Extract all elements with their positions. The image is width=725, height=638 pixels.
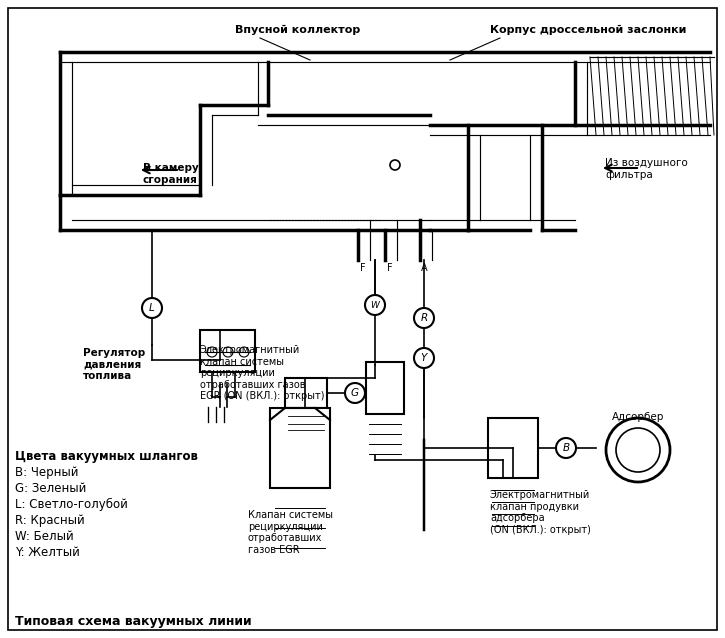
Bar <box>366 362 404 414</box>
Circle shape <box>414 348 434 368</box>
Text: L: L <box>149 303 155 313</box>
Text: Клапан системы
рециркуляции
отработавших
газов EGR: Клапан системы рециркуляции отработавших… <box>248 510 333 555</box>
Text: F: F <box>360 263 366 273</box>
Circle shape <box>239 347 249 357</box>
Text: Электромагнитный
клапан продувки
адсорбера
(ON (ВКЛ.): открыт): Электромагнитный клапан продувки адсорбе… <box>490 490 591 535</box>
Text: Впусной коллектор: Впусной коллектор <box>235 25 360 35</box>
Text: Типовая схема вакуумных линии: Типовая схема вакуумных линии <box>15 615 252 628</box>
Text: Цвета вакуумных шлангов: Цвета вакуумных шлангов <box>15 450 198 463</box>
Text: Y: Y <box>420 353 427 363</box>
Text: G: G <box>351 388 359 398</box>
Text: Y: Желтый: Y: Желтый <box>15 546 80 559</box>
Bar <box>200 330 255 372</box>
Text: W: Белый: W: Белый <box>15 530 74 543</box>
Text: W: W <box>370 300 379 309</box>
Text: B: B <box>563 443 570 453</box>
Text: R: R <box>420 313 428 323</box>
Text: Электромагнитный
клапан системы
рециркуляции
отработавших газов
EGR (ON (ВКЛ.): : Электромагнитный клапан системы рециркул… <box>200 345 325 401</box>
Bar <box>270 408 330 488</box>
Text: Из воздушного
фильтра: Из воздушного фильтра <box>605 158 688 180</box>
Text: L: Светло-голубой: L: Светло-голубой <box>15 498 128 511</box>
Bar <box>488 418 538 478</box>
Circle shape <box>207 347 217 357</box>
Circle shape <box>556 438 576 458</box>
Text: A: A <box>420 263 427 273</box>
Text: G: Зеленый: G: Зеленый <box>15 482 86 495</box>
Text: R: Красный: R: Красный <box>15 514 85 527</box>
Circle shape <box>223 347 233 357</box>
Text: Адсорбер: Адсорбер <box>612 412 664 422</box>
Bar <box>285 378 327 408</box>
Text: Корпус дроссельной заслонки: Корпус дроссельной заслонки <box>490 25 687 35</box>
Circle shape <box>414 308 434 328</box>
Circle shape <box>390 160 400 170</box>
Text: B: Черный: B: Черный <box>15 466 78 479</box>
Circle shape <box>142 298 162 318</box>
Circle shape <box>345 383 365 403</box>
Text: Регулятор
давления
топлива: Регулятор давления топлива <box>83 348 145 381</box>
Text: В камеру
сгорания: В камеру сгорания <box>143 163 199 184</box>
Circle shape <box>606 418 670 482</box>
Text: F: F <box>387 263 393 273</box>
Circle shape <box>365 295 385 315</box>
